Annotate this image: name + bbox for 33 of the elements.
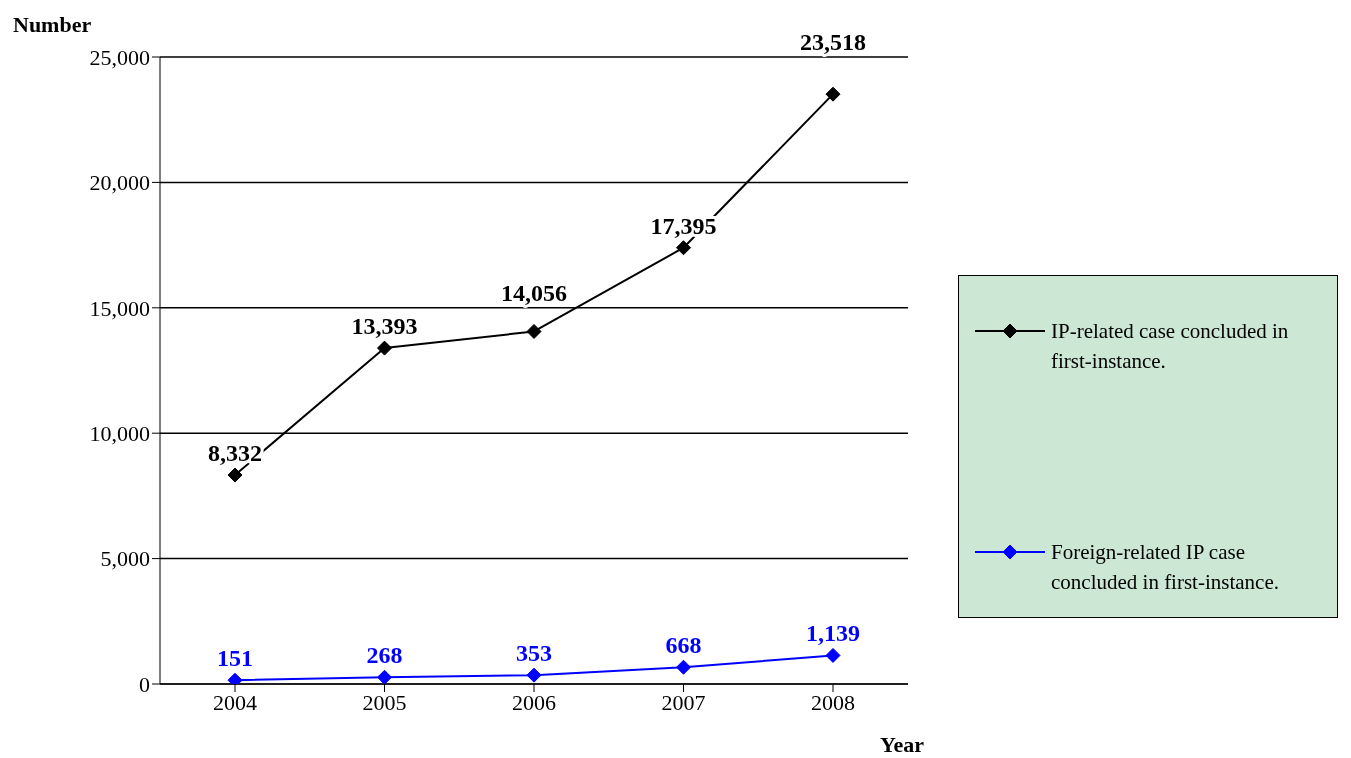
point [526,667,542,683]
data-label: 268 [366,642,403,669]
x-tick-label: 2004 [213,689,257,715]
data-label: 1,139 [806,620,860,647]
point [676,659,691,675]
y-tick-label: 15,000 [89,295,150,321]
legend-label: Foreign-related IP case concluded in first-instance. [1051,539,1280,596]
point [227,467,243,483]
data-label: 151 [217,645,253,672]
y-tick-label: 5,000 [100,546,150,572]
y-tick-label: 25,000 [89,44,150,70]
y-tick-label: 20,000 [89,170,150,196]
point [377,669,392,684]
x-axis-title: Year [880,732,924,758]
y-tick-label: 0 [139,671,150,697]
y-axis-title: Number [13,12,92,38]
y-tick-label: 10,000 [89,421,150,447]
x-tick-label: 2005 [362,689,407,715]
x-tick-label: 2007 [661,689,706,715]
data-label: 13,393 [351,313,418,340]
data-label: 8,332 [208,440,262,467]
x-tick-label: 2006 [512,689,556,715]
data-label: 14,056 [501,280,567,307]
point [377,340,392,356]
point [825,86,841,102]
x-tick-label: 2008 [811,689,855,715]
point [526,323,542,339]
data-label: 353 [516,640,552,667]
data-label: 668 [665,632,702,659]
legend-label: IP-related case concluded in first-instance. [1051,318,1290,375]
point [825,647,841,663]
data-label: 23,518 [800,29,866,56]
point [676,240,691,256]
